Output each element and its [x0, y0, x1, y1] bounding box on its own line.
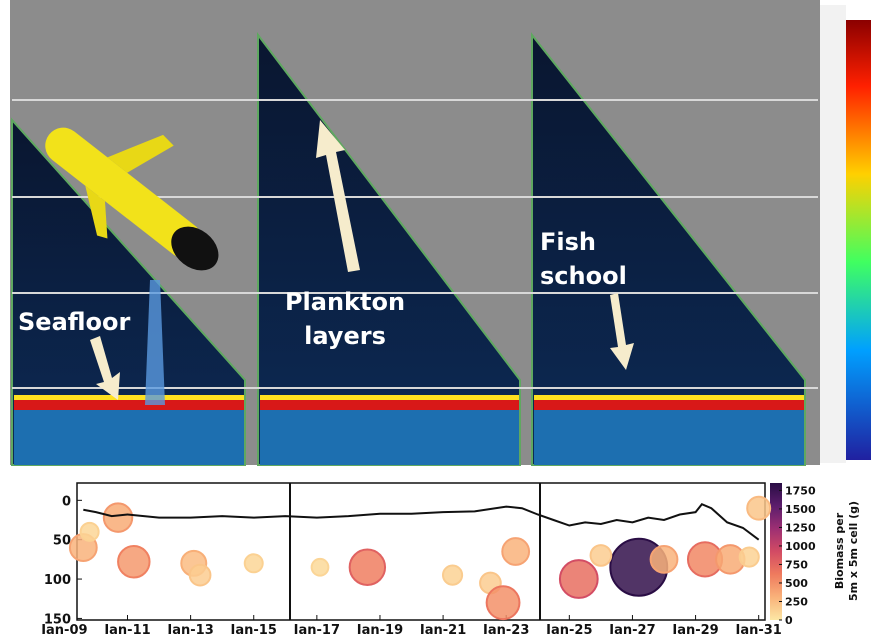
- colorbar-tick-label: 500: [785, 577, 808, 590]
- x-tick-label: Jan-25: [545, 623, 592, 634]
- bubble: [81, 523, 99, 541]
- bubble: [651, 546, 678, 573]
- colorbar-tick-label: 0: [785, 614, 793, 627]
- bubble: [740, 547, 759, 566]
- figure: Seafloor Plankton layers Fish school 0 50…: [0, 0, 871, 634]
- bubble: [487, 586, 520, 619]
- colorbar: [770, 483, 782, 620]
- seafloor-bands: [14, 395, 804, 465]
- echo-scale: [820, 5, 846, 463]
- echo-colorbar: [846, 20, 871, 460]
- bubble: [118, 546, 149, 577]
- x-tick-label: Jan-29: [671, 623, 718, 634]
- x-tick-label: Jan-13: [166, 623, 213, 634]
- bubble: [350, 550, 385, 585]
- y-tick-label: 100: [44, 573, 71, 588]
- x-tick-label: Jan-15: [230, 623, 277, 634]
- annotation: Plankton: [285, 288, 405, 316]
- bubble: [591, 545, 612, 566]
- y-tick-label: 50: [53, 534, 71, 549]
- x-tick-label: Jan-09: [40, 623, 87, 634]
- x-tick-label: Jan-19: [356, 623, 403, 634]
- chart: [77, 483, 782, 620]
- echogram: Seafloor Plankton layers Fish school: [10, 0, 871, 465]
- x-tick-label: Jan-31: [735, 623, 782, 634]
- annotation: layers: [304, 322, 386, 350]
- annotation: Seafloor: [18, 308, 131, 336]
- annotation: Fish: [540, 228, 596, 256]
- bubble: [190, 565, 211, 586]
- x-tick-label: Jan-17: [293, 623, 340, 634]
- bubble: [443, 566, 462, 585]
- y-tick-label: 0: [62, 494, 71, 509]
- colorbar-tick-label: 1750: [785, 484, 816, 497]
- colorbar-tick-label: 1250: [785, 521, 816, 534]
- bubble: [312, 559, 329, 576]
- annotation: school: [540, 262, 627, 290]
- colorbar-label: 5m x 5m cell (g): [847, 501, 860, 601]
- bubble: [245, 554, 263, 572]
- bubble: [104, 503, 132, 531]
- colorbar-tick-label: 1500: [785, 503, 816, 516]
- x-tick-label: Jan-21: [419, 623, 466, 634]
- colorbar-tick-label: 250: [785, 595, 808, 608]
- colorbar-tick-label: 750: [785, 558, 808, 571]
- bubble: [560, 560, 598, 598]
- colorbar-tick-label: 1000: [785, 540, 816, 553]
- bubble: [747, 497, 770, 520]
- x-tick-label: Jan-27: [608, 623, 655, 634]
- colorbar-label: Biomass per: [833, 512, 846, 589]
- x-tick-label: Jan-23: [482, 623, 529, 634]
- bubble: [502, 538, 529, 565]
- x-tick-label: Jan-11: [103, 623, 150, 634]
